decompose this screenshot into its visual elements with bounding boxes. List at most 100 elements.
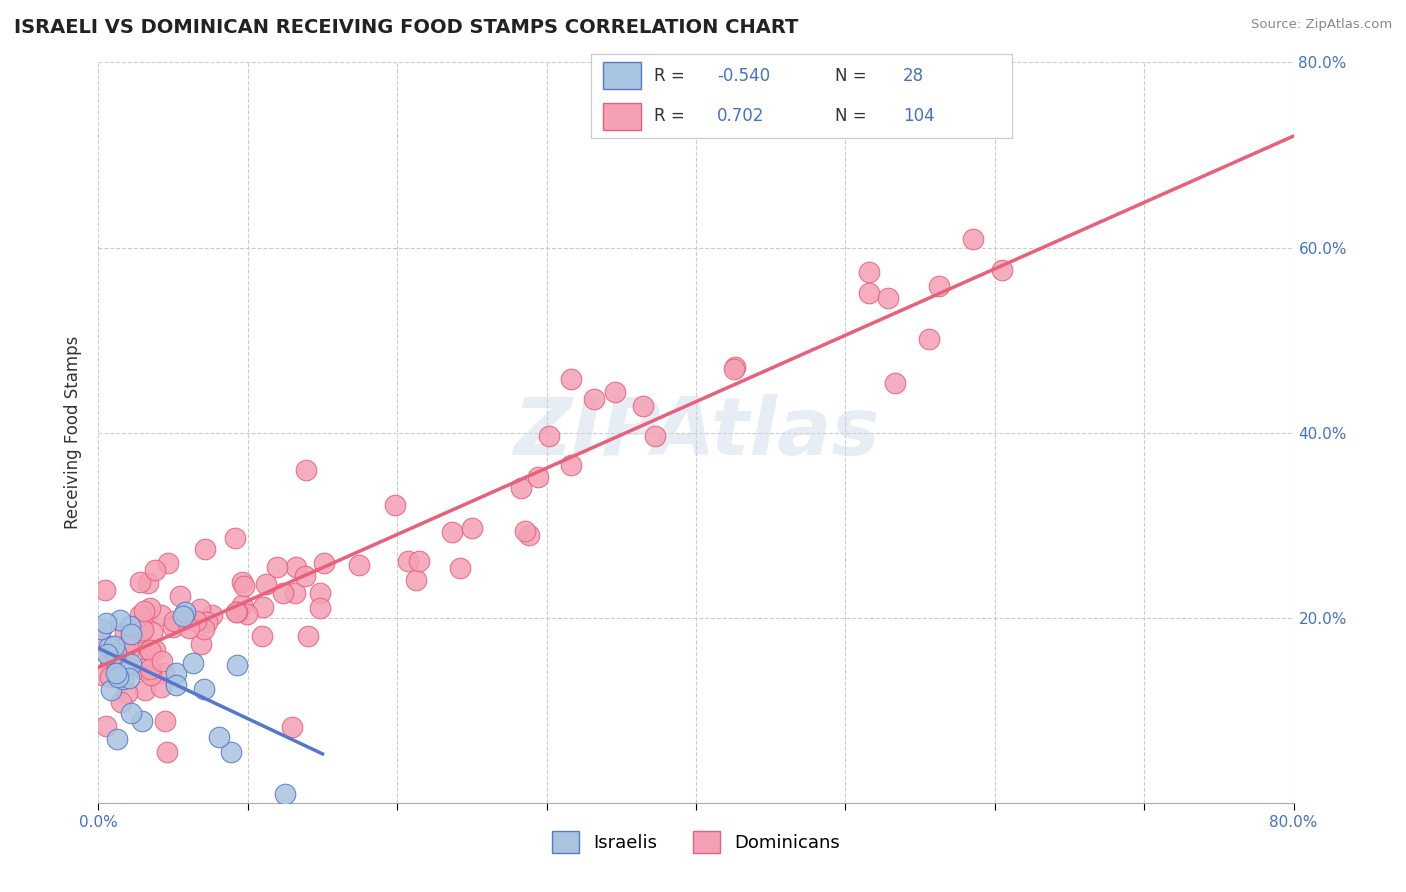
Point [513,524,536,538]
Point [181,657,204,671]
Point [132,623,155,637]
Point [132,662,155,676]
Point [231,598,253,612]
Point [724,360,747,375]
Point [156,556,179,570]
Point [644,429,666,443]
Point [131,714,153,728]
Point [96,647,118,661]
Point [172,609,194,624]
Point [117,685,139,699]
Point [120,657,142,672]
Point [93,582,115,597]
Point [89,631,111,645]
Point [221,745,243,759]
Point [105,642,128,657]
Point [314,556,336,570]
Text: 0.702: 0.702 [717,107,765,125]
Point [111,640,134,655]
Point [188,602,211,616]
Point [405,574,427,588]
Point [98,651,121,665]
Point [176,614,198,628]
Point [134,610,156,624]
Text: R =: R = [654,107,685,125]
Point [195,615,218,629]
Text: Source: ZipAtlas.com: Source: ZipAtlas.com [1251,18,1392,31]
Point [284,585,307,599]
Point [156,745,179,759]
Point [100,683,122,698]
Point [225,606,247,620]
Point [132,604,155,618]
Point [266,560,288,574]
Point [384,498,406,512]
Point [918,332,941,346]
Point [250,629,273,643]
Point [962,232,984,246]
Point [169,589,191,603]
Point [96,615,118,630]
Point [631,399,654,413]
Point [517,528,540,542]
Point [128,607,150,622]
Point [145,564,167,578]
Point [274,787,297,801]
Point [98,670,121,684]
Point [139,662,162,676]
Point [252,600,274,615]
Point [165,678,187,692]
Point [509,481,531,495]
Point [193,681,215,696]
Point [103,639,125,653]
Point [224,532,246,546]
Point [101,639,124,653]
Point [408,554,430,568]
Point [104,646,127,660]
Point [225,605,247,619]
Text: 104: 104 [903,107,934,125]
Text: R =: R = [654,67,685,85]
Point [309,585,332,599]
Point [121,706,143,720]
Point [297,629,319,643]
Point [150,654,173,668]
Point [129,574,152,589]
Point [120,627,142,641]
Point [560,371,582,385]
Text: N =: N = [835,67,866,85]
Point [877,291,900,305]
Point [527,469,550,483]
Point [991,263,1014,277]
Point [233,579,256,593]
Text: N =: N = [835,107,866,125]
Point [538,429,561,443]
Point [461,521,484,535]
Point [928,279,950,293]
Point [114,626,136,640]
Point [208,730,231,744]
Point [449,561,471,575]
Point [90,622,112,636]
Point [308,600,330,615]
Point [723,362,745,376]
Point [139,601,162,615]
Point [129,624,152,639]
Text: -0.540: -0.540 [717,67,770,85]
Text: ISRAELI VS DOMINICAN RECEIVING FOOD STAMPS CORRELATION CHART: ISRAELI VS DOMINICAN RECEIVING FOOD STAM… [14,18,799,37]
Point [231,574,253,589]
Point [165,666,187,681]
Point [179,621,201,635]
Point [118,671,141,685]
Point [441,524,464,539]
Point [117,637,139,651]
Y-axis label: Receiving Food Stamps: Receiving Food Stamps [65,336,83,529]
Point [560,458,582,472]
Point [271,586,294,600]
Point [236,607,259,621]
Point [138,576,160,591]
Point [131,622,153,636]
Point [193,623,215,637]
Point [583,392,606,406]
Point [190,637,212,651]
